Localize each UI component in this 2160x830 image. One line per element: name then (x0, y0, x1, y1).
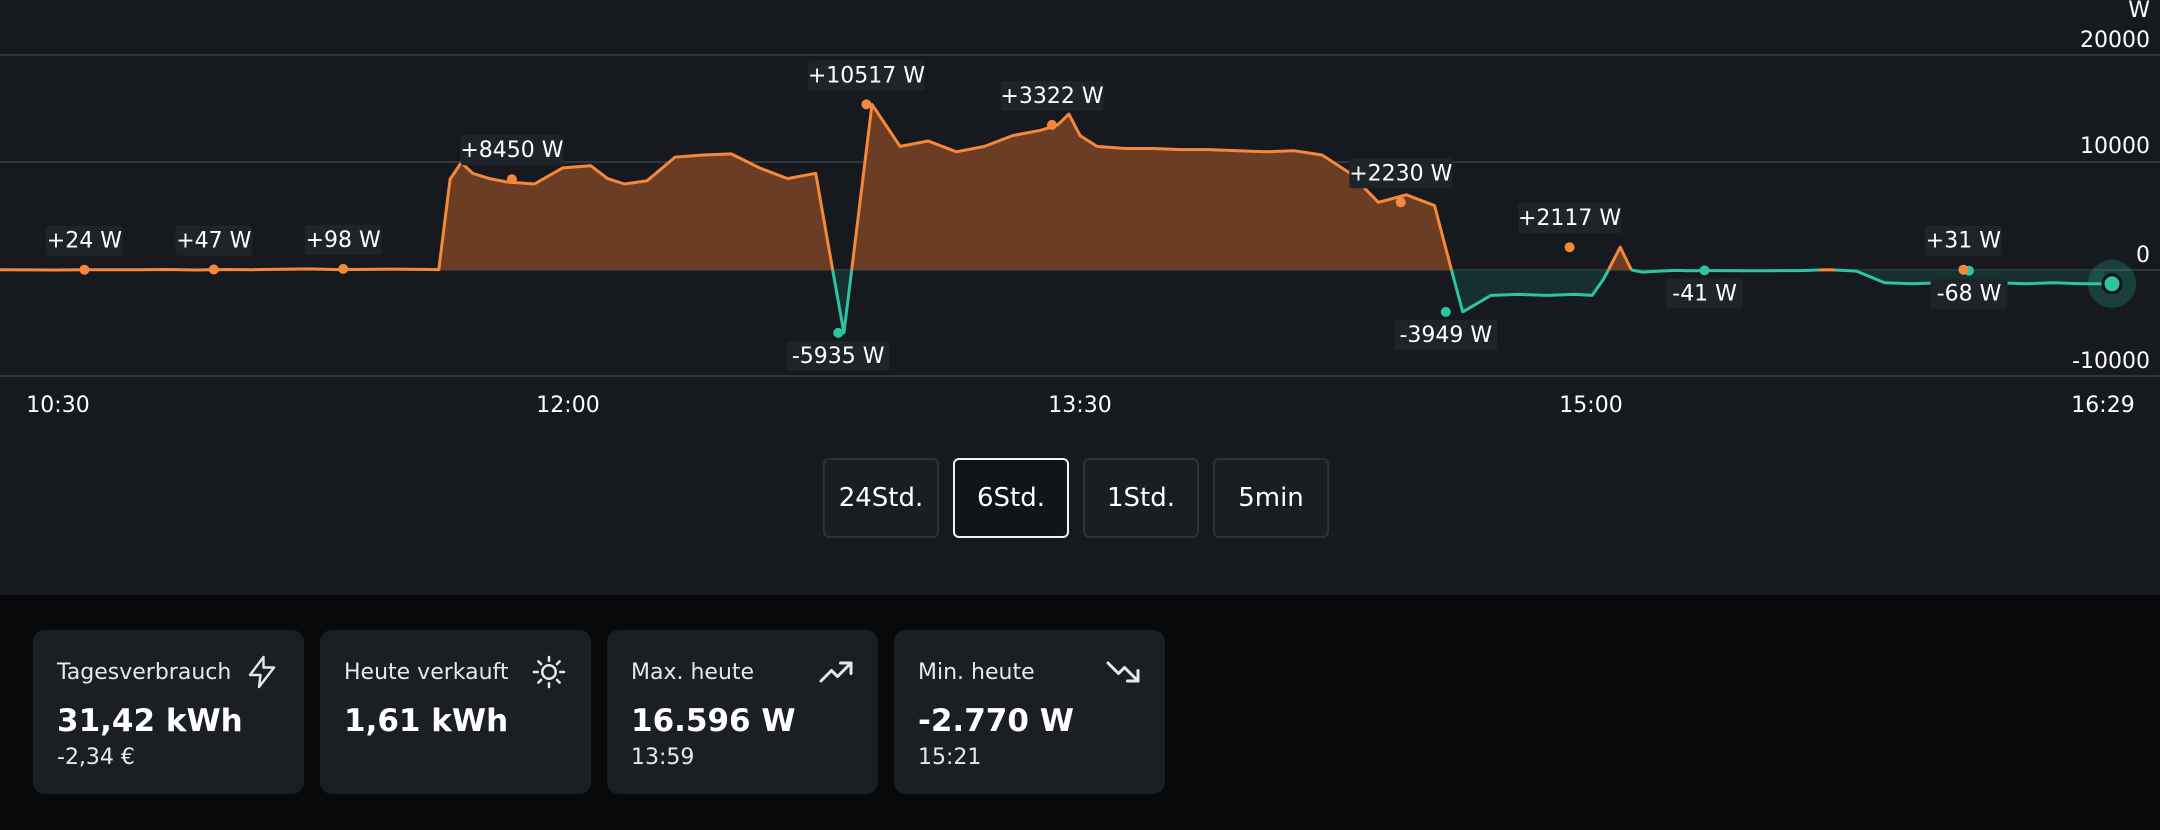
point-marker (79, 264, 90, 275)
trending-down-icon (1106, 661, 1140, 683)
point-label: +31 W (1926, 229, 2001, 254)
y-tick-0: 0 (2136, 243, 2150, 268)
point-label-background (1000, 80, 1104, 111)
range-6h-button[interactable]: 6Std. (953, 458, 1069, 538)
point-label-background (45, 225, 123, 256)
range-24h-button[interactable]: 24Std. (823, 458, 939, 538)
daily-consumption-card[interactable]: Tagesverbrauch 31,42 kWh -2,34 € (33, 630, 304, 794)
bolt-icon (248, 655, 276, 689)
range-5min-button[interactable]: 5min (1213, 458, 1329, 538)
power-chart: W 20000 10000 0 -10000 10:30 12:00 13:30… (0, 0, 2160, 418)
point-label: +3322 W (1000, 84, 1103, 109)
point-label-background (808, 60, 925, 91)
point-label: +2117 W (1518, 206, 1621, 231)
point-label: +2230 W (1349, 161, 1452, 186)
x-tick-1030: 10:30 (26, 393, 89, 418)
stats-row: Tagesverbrauch 31,42 kWh -2,34 € Heute v… (33, 630, 1165, 794)
min-today-card[interactable]: Min. heute -2.770 W 15:21 (894, 630, 1165, 794)
point-marker (833, 327, 844, 338)
export-area (1835, 270, 2104, 284)
point-label-background (1666, 278, 1744, 309)
point-label-background (175, 225, 253, 256)
stat-value: -2.770 W (918, 703, 1074, 739)
point-label-background (304, 224, 382, 255)
point-label-background (460, 135, 564, 166)
point-marker (1564, 242, 1575, 253)
point-label-background (1924, 225, 2002, 256)
point-label: -68 W (1937, 282, 2002, 307)
point-label-background (1349, 158, 1453, 189)
point-label: +24 W (47, 229, 122, 254)
point-marker (1958, 264, 1969, 275)
point-marker (1047, 119, 1057, 130)
point-marker (1395, 197, 1406, 208)
range-1h-button[interactable]: 1Std. (1083, 458, 1199, 538)
stat-title: Tagesverbrauch (57, 660, 232, 685)
point-marker (861, 99, 872, 110)
stat-value: 16.596 W (631, 703, 796, 739)
stat-sub: 13:59 (631, 745, 695, 770)
point-marker (208, 264, 219, 275)
point-marker (1440, 306, 1451, 317)
power-chart-panel: W 20000 10000 0 -10000 10:30 12:00 13:30… (0, 0, 2160, 595)
point-label-background (1930, 278, 2008, 309)
trending-up-icon (819, 661, 853, 683)
point-label: -41 W (1672, 281, 1737, 306)
x-tick-1200: 12:00 (536, 393, 599, 418)
export-line (831, 269, 854, 335)
export-area (1451, 270, 1609, 312)
point-marker (506, 174, 517, 185)
point-labels: +24 W +47 W +98 W +8450 W -5935 W +10517 W +33… (45, 60, 2008, 371)
export-area (832, 270, 852, 333)
stat-title: Heute verkauft (344, 660, 509, 685)
point-label: +47 W (176, 229, 251, 254)
stat-title: Min. heute (918, 660, 1035, 685)
import-line (1607, 245, 1633, 271)
point-label: +8450 W (460, 138, 563, 163)
point-label: -5935 W (792, 344, 885, 369)
stat-sub: -2,34 € (57, 745, 135, 770)
y-tick-minus-10000: -10000 (2072, 349, 2150, 374)
x-tick-1500: 15:00 (1559, 393, 1622, 418)
import-area (1608, 247, 1632, 270)
power-series (0, 102, 2104, 335)
point-label: +10517 W (808, 63, 925, 88)
x-tick-1330: 13:30 (1048, 393, 1111, 418)
y-tick-10000: 10000 (2080, 134, 2150, 159)
export-line (1631, 268, 1819, 274)
cursor (2088, 259, 2136, 308)
current-point-marker[interactable] (2101, 273, 2123, 295)
import-area (0, 153, 833, 270)
point-label: +98 W (306, 228, 381, 253)
import-area (851, 104, 1452, 271)
stat-value: 31,42 kWh (57, 703, 243, 739)
sold-today-card[interactable]: Heute verkauft 1,61 kWh (320, 630, 591, 794)
sun-icon (532, 655, 566, 689)
max-today-card[interactable]: Max. heute 16.596 W 13:59 (607, 630, 878, 794)
point-label-background (1518, 203, 1622, 234)
point-label-background (786, 340, 890, 371)
import-line (0, 152, 835, 272)
point-marker (338, 263, 349, 274)
stat-value: 1,61 kWh (344, 703, 509, 739)
point-label-background (1394, 319, 1498, 350)
stat-sub: 15:21 (918, 745, 982, 770)
export-line (1450, 269, 1610, 314)
x-tick-1629: 16:29 (2071, 393, 2134, 418)
time-range-selector: 24Std. 6Std. 1Std. 5min (823, 458, 1329, 540)
point-label: -3949 W (1399, 323, 1492, 348)
y-axis-unit: W (2128, 0, 2150, 23)
point-marker (1699, 265, 1710, 276)
stat-title: Max. heute (631, 660, 755, 685)
y-tick-20000: 20000 (2080, 28, 2150, 53)
